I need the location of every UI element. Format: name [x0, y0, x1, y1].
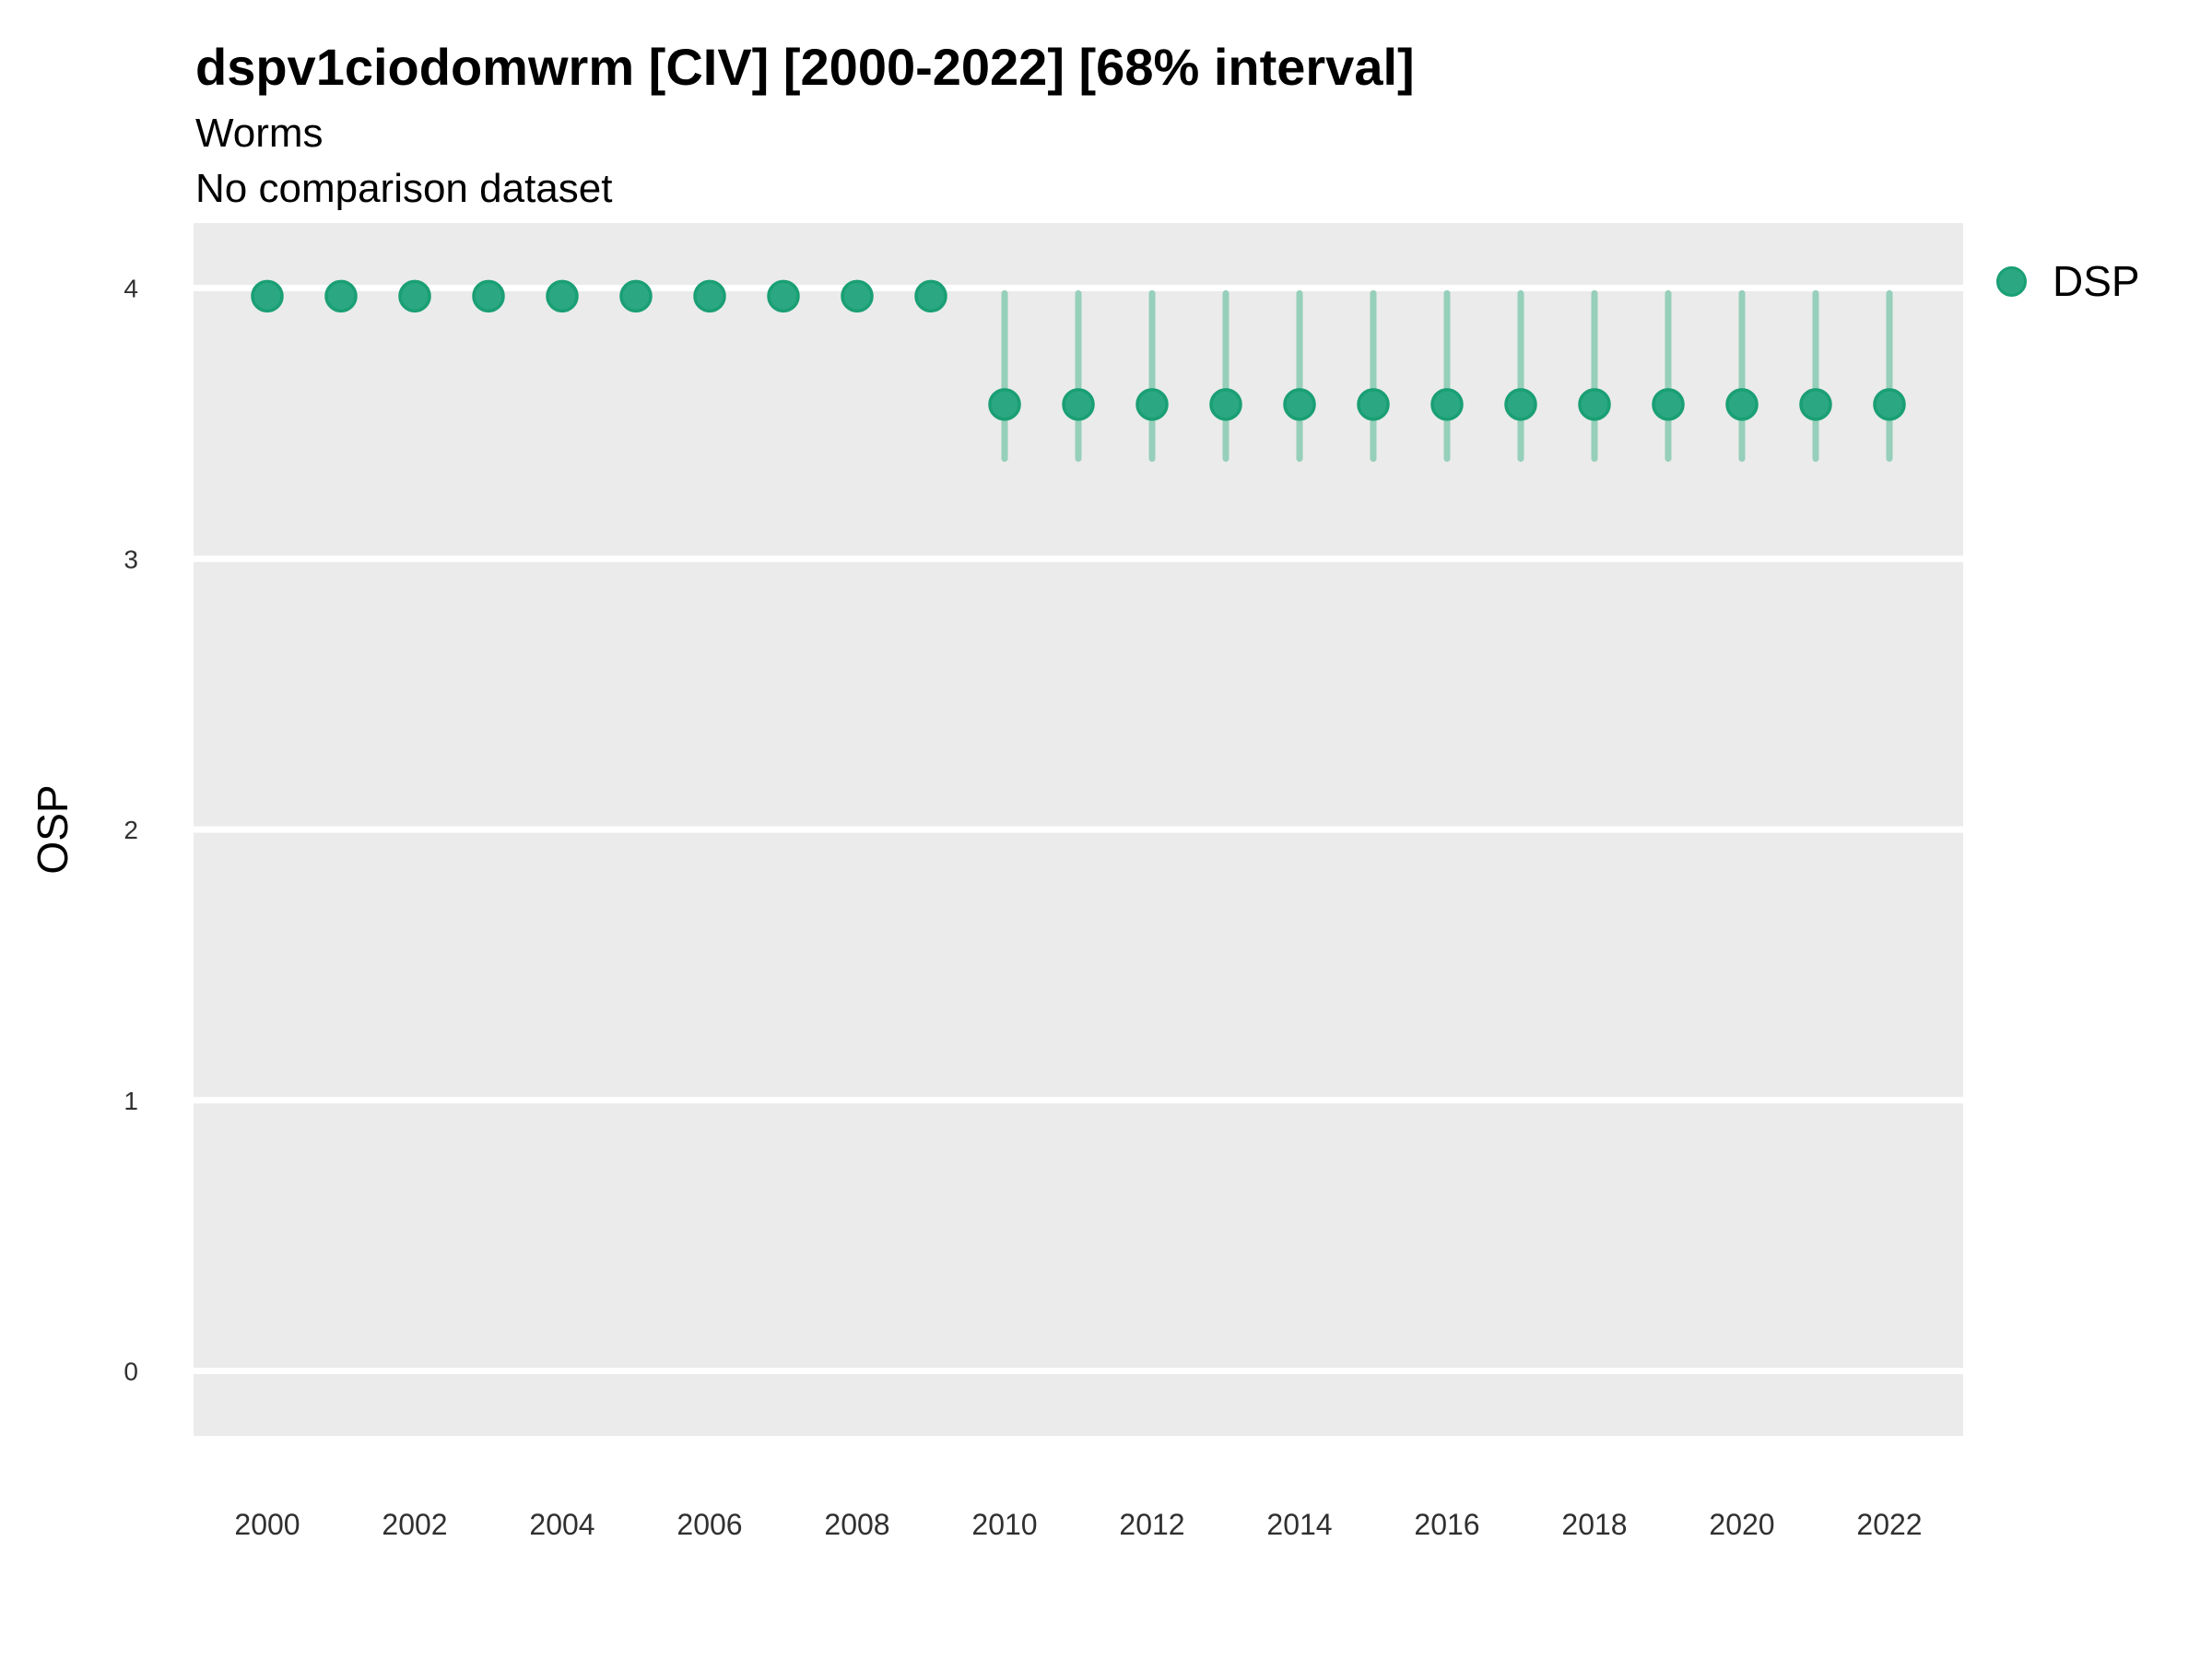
x-tick-label: 2012: [1119, 1508, 1184, 1541]
data-point: [841, 279, 874, 313]
data-point: [1209, 388, 1242, 421]
x-tick-label: 2010: [971, 1508, 1037, 1541]
x-tick-label: 2002: [382, 1508, 447, 1541]
data-point: [914, 279, 947, 313]
data-point: [1578, 388, 1611, 421]
data-point: [1357, 388, 1390, 421]
y-tick-label: 4: [124, 275, 138, 303]
chart-subtitle: Worms: [195, 111, 324, 156]
x-tick-label: 2004: [529, 1508, 594, 1541]
data-point: [546, 279, 579, 313]
x-tick-label: 2018: [1561, 1508, 1627, 1541]
data-point: [1504, 388, 1537, 421]
data-point: [1799, 388, 1832, 421]
data-point: [1652, 388, 1685, 421]
x-tick-label: 2016: [1414, 1508, 1479, 1541]
x-tick-label: 2020: [1709, 1508, 1774, 1541]
data-point: [767, 279, 800, 313]
data-point: [1283, 388, 1316, 421]
data-point: [398, 279, 431, 313]
legend-entry-label: DSP: [2053, 257, 2140, 305]
y-axis-title: OSP: [29, 784, 76, 875]
comparison-dataset-note: No comparison dataset: [195, 166, 613, 211]
data-point: [619, 279, 653, 313]
x-tick-label: 2000: [234, 1508, 300, 1541]
x-tick-label: 2008: [824, 1508, 889, 1541]
data-point: [251, 279, 284, 313]
y-tick-label: 2: [124, 816, 138, 844]
y-tick-label: 1: [124, 1087, 138, 1115]
data-point: [693, 279, 726, 313]
data-point: [1430, 388, 1464, 421]
x-tick-label: 2006: [677, 1508, 742, 1541]
y-tick-label: 0: [124, 1358, 138, 1386]
legend-point-icon: [1996, 265, 2027, 297]
chart-title: dspv1ciodomwrm [CIV] [2000-2022] [68% in…: [195, 38, 1415, 96]
data-point: [472, 279, 505, 313]
x-tick-label: 2022: [1856, 1508, 1922, 1541]
data-point: [1725, 388, 1759, 421]
data-point: [988, 388, 1021, 421]
data-point: [1062, 388, 1095, 421]
y-tick-label: 3: [124, 545, 138, 573]
legend: DSP: [1996, 260, 2140, 302]
data-point: [1873, 388, 1906, 421]
data-point: [1135, 388, 1169, 421]
x-tick-label: 2014: [1266, 1508, 1332, 1541]
data-point: [324, 279, 358, 313]
